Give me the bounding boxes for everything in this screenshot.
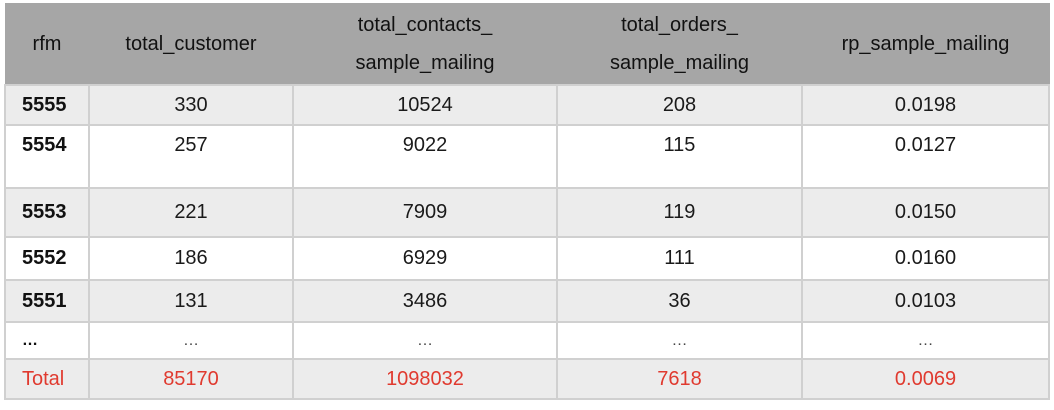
cell-rp: 0.0127 [801, 124, 1050, 189]
header-rp-sample-mailing: rp_sample_mailing [801, 3, 1050, 86]
cell-total-customer: 330 [88, 84, 294, 126]
header-total-contacts-line2: sample_mailing [355, 52, 495, 74]
table-row: 5554 257 9022 115 0.0127 [4, 124, 1050, 189]
cell-total-orders: … [556, 321, 803, 360]
cell-total-orders-sum: 7618 [556, 358, 803, 400]
cell-total-contacts: 7909 [292, 187, 558, 238]
cell-total-customer: 186 [88, 236, 294, 281]
cell-rp: 0.0103 [801, 279, 1050, 323]
cell-rfm: 5554 [4, 124, 90, 189]
cell-total-contacts: 10524 [292, 84, 558, 126]
cell-rfm: 5555 [4, 84, 90, 126]
cell-rp: … [801, 321, 1050, 360]
header-rfm: rfm [4, 3, 90, 86]
cell-total-orders: 36 [556, 279, 803, 323]
cell-total-customer: 221 [88, 187, 294, 238]
cell-rp-overall: 0.0069 [801, 358, 1050, 400]
cell-rp: 0.0150 [801, 187, 1050, 238]
header-total-contacts-line1: total_contacts_ [357, 14, 493, 36]
header-row: rfm total_customer total_contacts_ sampl… [4, 3, 1050, 86]
table-row: 5553 221 7909 119 0.0150 [4, 187, 1050, 238]
rfm-summary-table: rfm total_customer total_contacts_ sampl… [4, 3, 1050, 400]
table-row: 5552 186 6929 111 0.0160 [4, 236, 1050, 281]
cell-total-orders: 115 [556, 124, 803, 189]
cell-total-contacts: … [292, 321, 558, 360]
cell-total-label: Total [4, 358, 90, 400]
header-total-orders-line2: sample_mailing [610, 52, 749, 74]
cell-total-customer: 131 [88, 279, 294, 323]
cell-rfm: … [4, 321, 90, 360]
cell-rp: 0.0198 [801, 84, 1050, 126]
cell-total-customer-sum: 85170 [88, 358, 294, 400]
cell-total-customer: … [88, 321, 294, 360]
cell-total-customer: 257 [88, 124, 294, 189]
table-row-ellipsis: … … … … … [4, 321, 1050, 360]
cell-total-orders: 111 [556, 236, 803, 281]
cell-total-contacts: 9022 [292, 124, 558, 189]
cell-rfm: 5553 [4, 187, 90, 238]
table-row: 5551 131 3486 36 0.0103 [4, 279, 1050, 323]
cell-total-contacts: 3486 [292, 279, 558, 323]
table-header: rfm total_customer total_contacts_ sampl… [4, 3, 1050, 86]
header-total-customer: total_customer [88, 3, 294, 86]
cell-total-orders: 208 [556, 84, 803, 126]
header-total-orders-line1: total_orders_ [621, 14, 738, 36]
cell-total-orders: 119 [556, 187, 803, 238]
table-row-total: Total 85170 1098032 7618 0.0069 [4, 358, 1050, 400]
header-total-orders: total_orders_ sample_mailing [556, 3, 803, 86]
cell-rfm: 5552 [4, 236, 90, 281]
rfm-summary-table-container: rfm total_customer total_contacts_ sampl… [4, 3, 1050, 400]
cell-rfm: 5551 [4, 279, 90, 323]
cell-rp: 0.0160 [801, 236, 1050, 281]
cell-total-contacts-sum: 1098032 [292, 358, 558, 400]
header-total-contacts: total_contacts_ sample_mailing [292, 3, 558, 86]
cell-total-contacts: 6929 [292, 236, 558, 281]
table-row: 5555 330 10524 208 0.0198 [4, 84, 1050, 126]
table-body: 5555 330 10524 208 0.0198 5554 257 9022 … [4, 84, 1050, 400]
